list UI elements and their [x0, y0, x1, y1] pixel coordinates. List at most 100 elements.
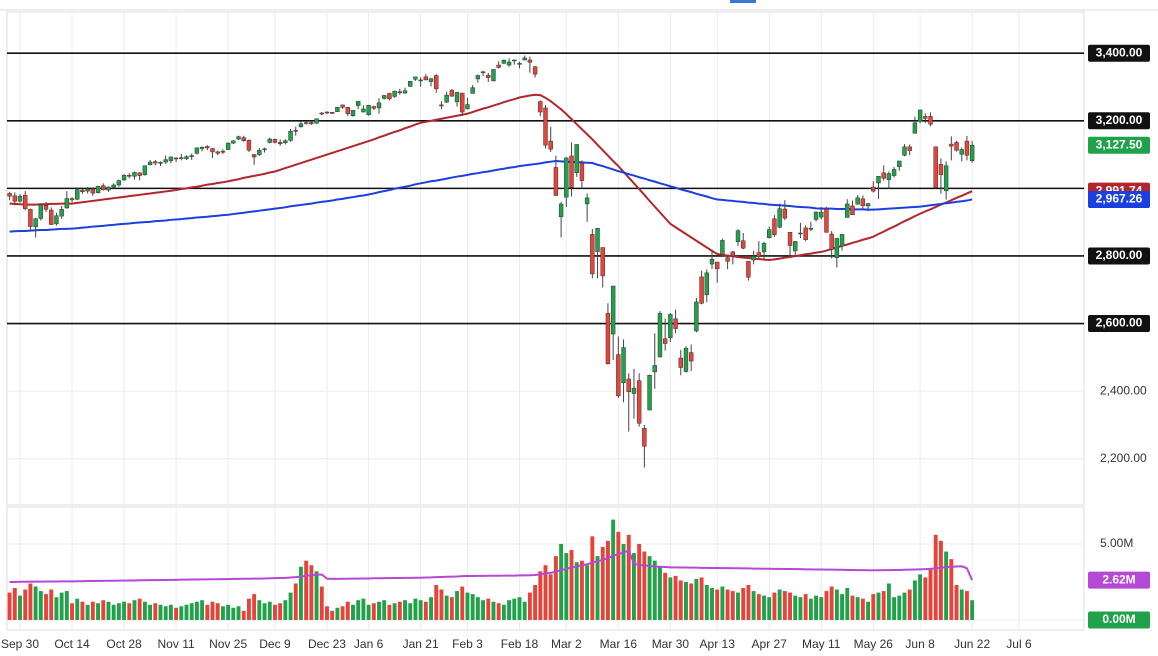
candle-body: [902, 146, 907, 156]
candle-body: [371, 106, 377, 109]
candle-body: [402, 90, 408, 94]
volume-bar: [481, 600, 486, 620]
candle-body: [584, 197, 590, 205]
volume-bar: [553, 556, 558, 620]
volume-bar: [777, 589, 782, 620]
y-tick-label-box: [1088, 112, 1150, 130]
volume-bar: [533, 584, 538, 620]
volume-bar: [611, 519, 616, 620]
volume-bar: [814, 595, 819, 620]
volume-bar: [174, 607, 179, 620]
volume-bar: [70, 603, 74, 620]
volume-bar: [928, 568, 933, 620]
candle-body: [845, 203, 850, 218]
candle-body: [933, 146, 938, 188]
candle-body: [189, 155, 194, 157]
volume-bar: [741, 588, 746, 620]
volume-bar: [413, 598, 418, 620]
volume-bar: [637, 543, 642, 620]
volume-bar: [299, 566, 303, 620]
volume-bar: [918, 574, 923, 620]
volume-bar: [44, 594, 48, 620]
volume-bar: [246, 598, 251, 620]
candle-body: [704, 272, 709, 296]
candle-body: [319, 112, 324, 115]
volume-bar: [210, 601, 215, 620]
x-tick-label: May 11: [802, 637, 841, 651]
volume-bar: [455, 591, 460, 620]
volume-tick-label: 5.00M: [1100, 536, 1133, 550]
candle-body: [943, 165, 949, 192]
volume-bar: [423, 601, 428, 620]
volume-bar: [605, 540, 610, 620]
candle-body: [293, 130, 298, 132]
x-tick-label: Jun 8: [905, 637, 935, 651]
candle-body: [720, 240, 725, 255]
candle-body: [288, 131, 293, 141]
candle-body: [954, 142, 959, 151]
volume-bar: [840, 594, 845, 620]
volume-bar: [267, 601, 272, 620]
volume-bar: [168, 604, 173, 620]
candle-body: [668, 314, 673, 338]
candle-body: [465, 104, 470, 110]
volume-bar: [559, 543, 564, 620]
y-tick-label-box: [1088, 315, 1150, 333]
volume-bar: [819, 597, 824, 620]
volume-bar: [736, 592, 740, 620]
candle-body: [605, 313, 611, 365]
candle-body: [865, 203, 871, 207]
volume-bar: [710, 588, 714, 620]
volume-bar: [954, 584, 959, 620]
volume-bar: [491, 601, 496, 620]
volume-bar: [964, 591, 969, 620]
candle-body: [314, 118, 319, 124]
candle-body: [210, 148, 215, 153]
volume-bar: [699, 577, 704, 620]
moving-average-line: [9, 160, 973, 233]
volume-bar: [460, 586, 465, 620]
volume-bar: [465, 592, 470, 620]
grid: [7, 12, 1084, 630]
volume-bar: [148, 604, 153, 620]
last-value-label-box: [1088, 190, 1150, 208]
volume-bar: [803, 594, 808, 620]
candle-body: [610, 285, 616, 335]
candle-body: [782, 208, 788, 219]
volume-bar: [371, 603, 376, 620]
x-tick-label: Feb 18: [501, 637, 539, 651]
volume-bar: [652, 560, 657, 620]
volume-bar: [7, 592, 12, 620]
x-tick-label: Jan 6: [354, 637, 384, 651]
y-tick-label: 3,400.00: [1096, 45, 1143, 59]
candle-body: [626, 378, 631, 393]
volume-bar: [127, 603, 132, 620]
volume-bar: [824, 591, 829, 620]
volume-bar: [678, 580, 683, 620]
candle-body: [173, 157, 179, 160]
volume-bar: [616, 531, 621, 620]
volume-bar: [434, 584, 439, 620]
candle-body: [798, 232, 803, 235]
volume-bar: [241, 610, 246, 620]
candle-body: [964, 140, 970, 156]
candle-body: [376, 102, 382, 109]
volume-bar: [860, 598, 865, 620]
volume-bar: [220, 606, 225, 620]
volume-bar: [132, 600, 137, 620]
candle-body: [923, 116, 928, 119]
volume-bar: [122, 601, 127, 620]
candle-body: [28, 209, 33, 227]
volume-bar: [18, 595, 22, 620]
volume-bar: [475, 597, 480, 620]
volume-bar: [335, 607, 340, 620]
candle-body: [345, 107, 350, 114]
candle-body: [116, 180, 122, 186]
candle-body: [938, 164, 944, 175]
y-tick-label-box: [1088, 44, 1150, 62]
x-tick-label: Oct 14: [54, 637, 90, 651]
volume-bar: [226, 604, 231, 620]
volume-bar: [272, 604, 277, 620]
volume-bar: [538, 571, 543, 620]
